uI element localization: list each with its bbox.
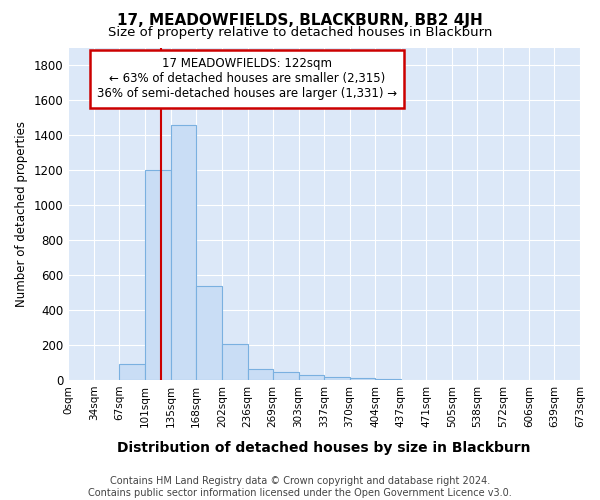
- Bar: [119, 364, 145, 380]
- Text: 17 MEADOWFIELDS: 122sqm
← 63% of detached houses are smaller (2,315)
36% of semi: 17 MEADOWFIELDS: 122sqm ← 63% of detache…: [97, 58, 397, 100]
- Text: 17, MEADOWFIELDS, BLACKBURN, BB2 4JH: 17, MEADOWFIELDS, BLACKBURN, BB2 4JH: [117, 12, 483, 28]
- Text: Contains HM Land Registry data © Crown copyright and database right 2024.
Contai: Contains HM Land Registry data © Crown c…: [88, 476, 512, 498]
- Text: Size of property relative to detached houses in Blackburn: Size of property relative to detached ho…: [108, 26, 492, 39]
- Bar: [145, 170, 171, 380]
- Bar: [196, 286, 222, 380]
- Bar: [273, 372, 299, 380]
- Y-axis label: Number of detached properties: Number of detached properties: [15, 121, 28, 307]
- Bar: [350, 378, 376, 380]
- X-axis label: Distribution of detached houses by size in Blackburn: Distribution of detached houses by size …: [118, 441, 531, 455]
- Bar: [171, 124, 196, 380]
- Bar: [222, 344, 248, 380]
- Bar: [325, 376, 350, 380]
- Bar: [299, 374, 325, 380]
- Bar: [248, 368, 273, 380]
- Bar: [376, 378, 401, 380]
